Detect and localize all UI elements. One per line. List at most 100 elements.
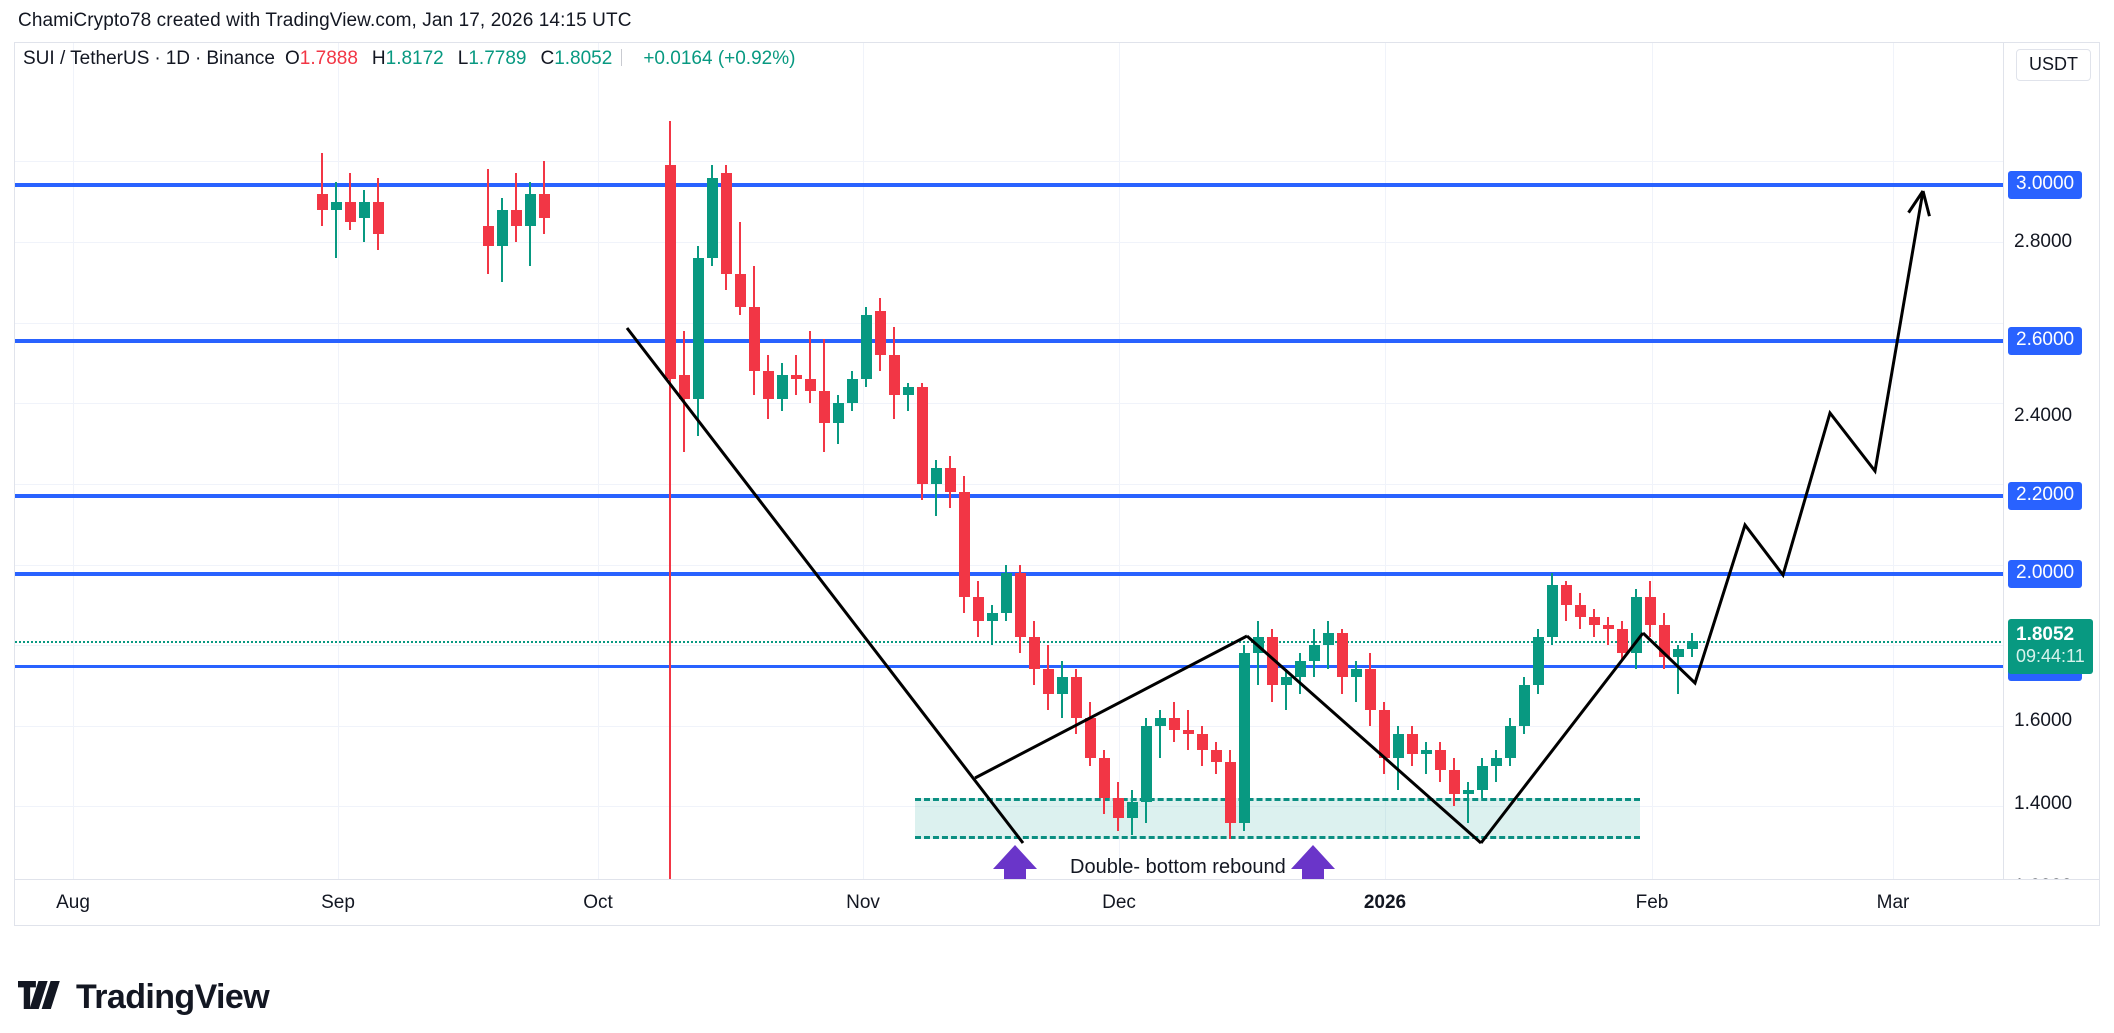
price-level-line[interactable] [15,339,2005,343]
price-level-pill[interactable]: 2.2000 [2008,482,2083,510]
candle-body [1406,733,1418,754]
candle-body [902,387,914,396]
candle-body [1630,596,1642,654]
time-tick-label: Mar [1876,892,1910,913]
candlestick [1280,669,1292,710]
candlestick [330,181,342,259]
time-tick-label: Aug [56,892,90,913]
candlestick [1098,749,1110,815]
candle-body [1672,649,1684,658]
time-tick-label: Feb [1635,892,1669,913]
candle-body [1154,717,1166,726]
candlestick [916,383,928,500]
candle-body [1644,596,1656,625]
candlestick [944,455,956,509]
candle-body [330,201,342,210]
candlestick [1196,725,1208,767]
double-bottom-annotation: Double- bottom rebound [1070,856,1286,878]
gridline-horizontal [15,725,2005,727]
candle-body [538,193,550,218]
candlestick [1350,661,1362,702]
candlestick [1420,741,1432,775]
chart-plot-area[interactable]: Double- bottom rebound [15,43,2005,881]
candle-body [372,201,384,234]
gridline-vertical [73,43,74,881]
candlestick [1518,677,1530,734]
attribution-text: ChamiCrypto78 created with TradingView.c… [18,10,632,31]
gridline-vertical [598,43,599,881]
candle-body [1112,798,1124,819]
candlestick [860,306,872,388]
chart-frame: Double- bottom rebound USDT 2.8000 2.4000… [14,42,2100,926]
time-axis[interactable]: Aug Sep Oct Nov Dec 2026 Feb Mar [15,879,2099,925]
price-level-pill[interactable]: 2.0000 [2008,560,2083,588]
candle-body [1364,669,1376,710]
gridline-horizontal [15,322,2005,324]
candlestick [692,246,704,436]
candlestick [832,395,844,444]
candlestick [1658,612,1670,670]
candlestick [372,177,384,251]
current-price-badge[interactable]: 1.8052 09:44:11 [2008,619,2093,675]
candlestick [1154,709,1166,758]
candle-body [1490,758,1502,767]
candle-body [1616,629,1628,654]
time-tick-label: Nov [846,892,880,913]
candlestick [524,181,536,267]
gridline-horizontal [15,403,2005,405]
candlestick [1630,588,1642,670]
candle-body [1014,572,1026,638]
projection-path[interactable] [1641,190,1925,686]
price-axis[interactable]: USDT 2.80002.40001.60001.40001.20003.000… [2003,43,2099,897]
candlestick [664,121,676,881]
candle-body [1252,637,1264,654]
candle-body [1294,661,1306,678]
projection-arrowhead-icon [1907,190,1931,217]
candle-wick [335,181,337,259]
candle-body [1434,749,1446,771]
gridline-horizontal [15,242,2005,243]
candle-body [776,375,788,400]
bar-countdown: 09:44:11 [2016,646,2085,667]
candlestick [1084,701,1096,767]
up-arrow-icon-bottom-2[interactable] [1291,845,1335,881]
candle-body [1168,717,1180,730]
candlestick [1014,564,1026,654]
candlestick [1056,661,1068,718]
candlestick [1042,645,1054,710]
candlestick [958,475,970,613]
candle-body [1602,624,1614,629]
candlestick [874,298,886,371]
candle-body [1056,677,1068,694]
price-tick-label: 2.8000 [2014,231,2073,252]
candle-body [664,165,676,380]
currency-chip[interactable]: USDT [2016,49,2091,81]
price-level-pill[interactable]: 2.6000 [2008,327,2083,355]
candle-wick [487,169,489,275]
candle-wick [1257,620,1259,686]
candle-body [1196,733,1208,750]
candle-wick [1467,782,1469,823]
price-level-line[interactable] [15,183,2005,187]
candlestick [930,459,942,517]
candle-body [1042,669,1054,694]
candle-body [1574,604,1586,617]
price-level-pill[interactable]: 3.0000 [2008,171,2083,199]
gridline-vertical [1119,43,1120,881]
price-level-line[interactable] [15,665,2005,668]
candle-body [818,391,830,424]
time-tick-label: Oct [583,892,613,913]
candle-body [762,371,774,400]
gridline-vertical [863,43,864,881]
candle-body [1266,637,1278,686]
price-level-line[interactable] [15,494,2005,498]
support-zone-rectangle[interactable] [915,798,1640,839]
candlestick [1672,645,1684,694]
gridline-vertical [1652,43,1653,881]
candlestick [1266,629,1278,702]
candle-body [1462,790,1474,795]
candlestick [1392,725,1404,791]
up-arrow-icon-bottom-1[interactable] [993,845,1037,881]
candle-body [1210,749,1222,763]
